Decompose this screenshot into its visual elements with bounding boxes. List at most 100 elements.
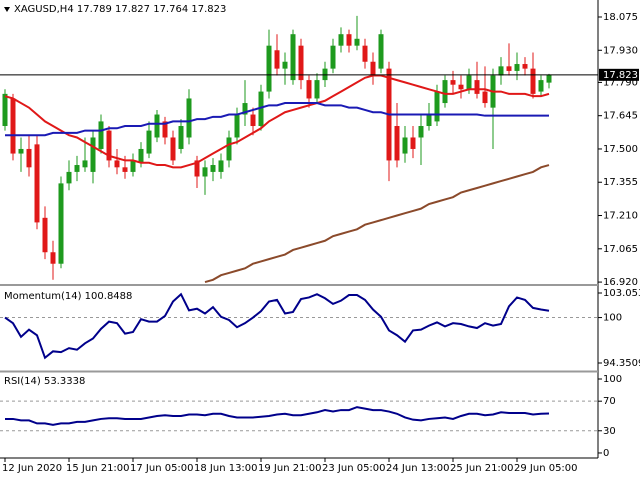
y-tick-label: 16.920 xyxy=(603,277,638,288)
panel-title: Momentum(14) 100.8488 xyxy=(4,291,132,302)
candle-body xyxy=(74,165,80,172)
candle-body xyxy=(282,61,288,69)
candle-body xyxy=(90,137,96,172)
indicator-line xyxy=(204,164,550,284)
y-tick-label: 100 xyxy=(603,374,622,385)
candle-body xyxy=(258,91,264,127)
candle-body xyxy=(218,160,224,172)
candle-body xyxy=(250,114,256,127)
candle-body xyxy=(170,137,176,161)
candle-body xyxy=(482,91,488,104)
candle-body xyxy=(98,121,104,149)
candle-body xyxy=(458,84,464,90)
y-tick-label: 17.930 xyxy=(603,45,638,56)
candle-body xyxy=(234,114,240,138)
candle-body xyxy=(394,126,400,161)
candle-body xyxy=(42,217,48,253)
candle-body xyxy=(450,80,456,85)
y-tick-label: 17.500 xyxy=(603,144,638,155)
y-tick-label: 30 xyxy=(603,426,616,437)
candle-body xyxy=(266,45,272,92)
current-price-label: 17.823 xyxy=(603,70,638,81)
candle-body xyxy=(426,114,432,127)
candle-body xyxy=(530,68,536,94)
indicator-line xyxy=(4,292,550,360)
candle-body xyxy=(154,114,160,138)
candle-body xyxy=(474,80,480,94)
candle-body xyxy=(138,148,144,163)
x-tick-label: 23 Jun 05:00 xyxy=(322,463,386,474)
candle-body xyxy=(122,167,128,172)
candle-body xyxy=(418,126,424,138)
candle-body xyxy=(378,34,384,69)
candle-body xyxy=(210,165,216,172)
candle-body xyxy=(314,80,320,99)
candle-body xyxy=(106,130,112,161)
x-tick-label: 19 Jun 21:00 xyxy=(258,463,322,474)
x-tick-label: 18 Jun 13:00 xyxy=(194,463,258,474)
y-tick-label: 17.645 xyxy=(603,111,638,122)
y-tick-label: 70 xyxy=(603,396,616,407)
candle-body xyxy=(298,45,304,81)
candle-body xyxy=(402,137,408,154)
candle-body xyxy=(498,66,504,76)
y-tick-label: 17.355 xyxy=(603,177,638,188)
candle-body xyxy=(546,74,552,83)
candle-body xyxy=(2,93,8,127)
candle-body xyxy=(362,45,368,62)
x-tick-label: 17 Jun 05:00 xyxy=(130,463,194,474)
candle-body xyxy=(50,252,56,264)
x-tick-label: 12 Jun 2020 xyxy=(2,463,62,474)
candle-body xyxy=(514,64,520,71)
candle-body xyxy=(338,34,344,46)
candle-body xyxy=(58,183,64,264)
candle-body xyxy=(18,148,24,154)
candle-body xyxy=(306,80,312,99)
candle-body xyxy=(290,34,296,81)
candle-body xyxy=(506,66,512,71)
candle-body xyxy=(442,80,448,104)
candle-body xyxy=(466,75,472,90)
candle-body xyxy=(522,64,528,69)
candle-body xyxy=(242,103,248,115)
candle-body xyxy=(114,160,120,168)
candle-body xyxy=(202,167,208,177)
x-tick-label: 29 Jun 05:00 xyxy=(514,463,578,474)
candle-body xyxy=(178,126,184,149)
x-tick-label: 24 Jun 13:00 xyxy=(386,463,450,474)
y-tick-label: 100 xyxy=(603,313,622,324)
candle-body xyxy=(10,98,16,154)
y-tick-label: 0 xyxy=(603,448,609,459)
candle-body xyxy=(274,50,280,69)
y-tick-label: 17.210 xyxy=(603,211,638,222)
y-tick-label: 17.065 xyxy=(603,244,638,255)
y-tick-label: 17.790 xyxy=(603,77,638,88)
candle-body xyxy=(346,34,352,46)
current-price-box xyxy=(599,68,639,81)
candle-body xyxy=(146,130,152,154)
candle-body xyxy=(330,45,336,69)
indicator-line xyxy=(5,406,550,426)
panel-title: RSI(14) 53.3338 xyxy=(4,376,85,387)
y-tick-label: 103.0532 xyxy=(603,288,640,299)
candle-body xyxy=(194,160,200,177)
candle-body xyxy=(162,121,168,138)
indicator-line xyxy=(4,74,550,169)
candle-body xyxy=(354,38,360,46)
y-tick-label: 94.3509 xyxy=(603,358,640,369)
candle-body xyxy=(130,160,136,172)
candle-body xyxy=(66,171,72,184)
candle-body xyxy=(410,137,416,149)
candle-body xyxy=(226,137,232,161)
candle-body xyxy=(186,98,192,138)
menu-arrow xyxy=(4,7,10,12)
candle-body xyxy=(34,144,40,223)
y-tick-label: 18.075 xyxy=(603,12,638,23)
indicator-line xyxy=(5,102,549,137)
candle-body xyxy=(26,148,32,168)
candle-body xyxy=(82,160,88,168)
panel-title: XAGUSD,H4 17.789 17.827 17.764 17.823 xyxy=(14,4,226,15)
candle-body xyxy=(538,80,544,92)
